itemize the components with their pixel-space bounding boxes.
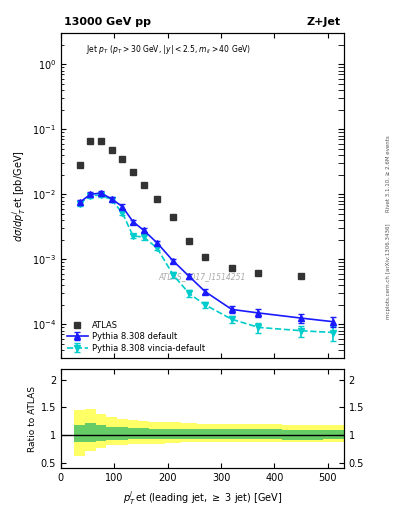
ATLAS xyxy=(187,238,191,244)
ATLAS xyxy=(99,138,103,144)
Text: ATLAS_2017_I1514251: ATLAS_2017_I1514251 xyxy=(159,272,246,282)
Legend: ATLAS, Pythia 8.308 default, Pythia 8.308 vincia-default: ATLAS, Pythia 8.308 default, Pythia 8.30… xyxy=(65,319,207,354)
Text: mcplots.cern.ch [arXiv:1306.3436]: mcplots.cern.ch [arXiv:1306.3436] xyxy=(386,224,391,319)
Y-axis label: $d\sigma/dp_T^j\,\mathrm{et}$ [pb/GeV]: $d\sigma/dp_T^j\,\mathrm{et}$ [pb/GeV] xyxy=(10,150,28,242)
ATLAS xyxy=(171,214,175,220)
X-axis label: $p_T^j\,\mathrm{et}$ (leading jet, $\geq$ 3 jet) [GeV]: $p_T^j\,\mathrm{et}$ (leading jet, $\geq… xyxy=(123,489,282,507)
ATLAS xyxy=(203,253,208,260)
Y-axis label: Ratio to ATLAS: Ratio to ATLAS xyxy=(28,386,37,452)
ATLAS xyxy=(88,138,93,144)
ATLAS xyxy=(141,182,146,188)
ATLAS xyxy=(155,196,160,202)
ATLAS xyxy=(230,265,234,271)
ATLAS xyxy=(299,273,303,280)
ATLAS xyxy=(256,270,261,276)
ATLAS xyxy=(120,156,125,162)
Text: 13000 GeV pp: 13000 GeV pp xyxy=(64,17,151,27)
ATLAS xyxy=(109,147,114,153)
ATLAS xyxy=(77,162,82,168)
Text: Z+Jet: Z+Jet xyxy=(307,17,341,27)
Text: Rivet 3.1.10, ≥ 2.6M events: Rivet 3.1.10, ≥ 2.6M events xyxy=(386,136,391,212)
Text: Jet $p_T$ ($p_T > 30$ GeV, $|y| < 2.5$, $m_{ll} > 40$ GeV): Jet $p_T$ ($p_T > 30$ GeV, $|y| < 2.5$, … xyxy=(86,43,251,56)
Line: ATLAS: ATLAS xyxy=(76,138,305,280)
ATLAS xyxy=(130,169,135,175)
